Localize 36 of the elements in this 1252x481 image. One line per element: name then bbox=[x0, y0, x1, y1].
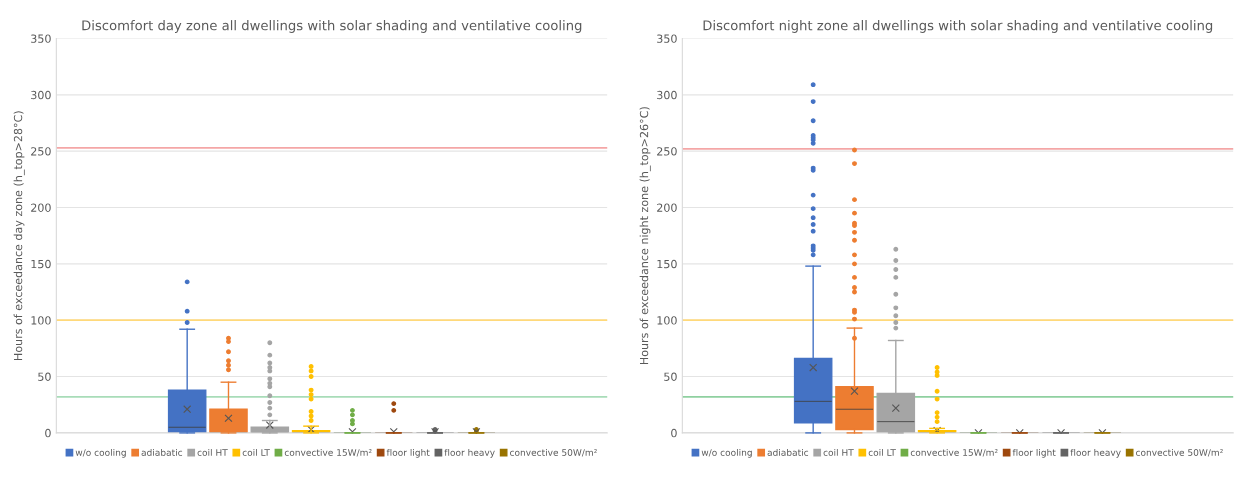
legend-label: convective 50W/m² bbox=[1136, 448, 1223, 457]
y-tick-label: 150 bbox=[31, 259, 51, 269]
legend-label: coil HT bbox=[823, 448, 854, 456]
legend-label: convective 15W/m² bbox=[284, 448, 372, 457]
y-tick-label: 200 bbox=[657, 203, 677, 212]
y-tick-label: 200 bbox=[31, 203, 51, 212]
legend-label: floor light bbox=[1012, 448, 1056, 458]
y-tick-label: 300 bbox=[31, 90, 51, 100]
y-axis-title: Hours of exceedance day zone (h_top>28°C) bbox=[13, 111, 25, 360]
y-tick-label: 350 bbox=[31, 34, 51, 43]
chart-title: Discomfort night zone all dwellings with solar shading and ventilative cooling bbox=[703, 20, 1213, 33]
legend-label: adiabatic bbox=[767, 448, 809, 456]
legend-label: floor heavy bbox=[1070, 448, 1121, 458]
legend-label: floor light bbox=[386, 448, 430, 458]
y-tick-label: 50 bbox=[664, 372, 677, 381]
legend-label: w/o cooling bbox=[701, 448, 752, 458]
legend-label: floor heavy bbox=[444, 448, 495, 458]
y-tick-label: 250 bbox=[657, 147, 677, 156]
legend-label: coil LT bbox=[242, 448, 270, 456]
legend-label: adiabatic bbox=[141, 448, 183, 456]
y-tick-label: 0 bbox=[671, 428, 677, 438]
y-tick-label: 250 bbox=[31, 147, 51, 156]
legend-label: convective 50W/m² bbox=[510, 448, 597, 457]
legend-label: w/o cooling bbox=[75, 448, 126, 458]
chart-title: Discomfort day zone all dwellings with solar shading and ventilative cooling bbox=[82, 20, 582, 33]
y-tick-label: 100 bbox=[657, 316, 677, 325]
y-tick-label: 150 bbox=[657, 259, 677, 269]
y-tick-label: 50 bbox=[38, 372, 51, 381]
y-tick-label: 350 bbox=[657, 34, 677, 43]
legend-label: convective 15W/m² bbox=[910, 448, 998, 457]
legend-label: coil HT bbox=[197, 448, 228, 456]
y-tick-label: 300 bbox=[657, 90, 677, 100]
y-axis-title: Hours of exceedance night zone (h_top>26°C) bbox=[639, 107, 651, 365]
y-tick-label: 100 bbox=[31, 316, 51, 325]
legend-label: coil LT bbox=[868, 448, 896, 456]
y-tick-label: 0 bbox=[45, 428, 51, 438]
